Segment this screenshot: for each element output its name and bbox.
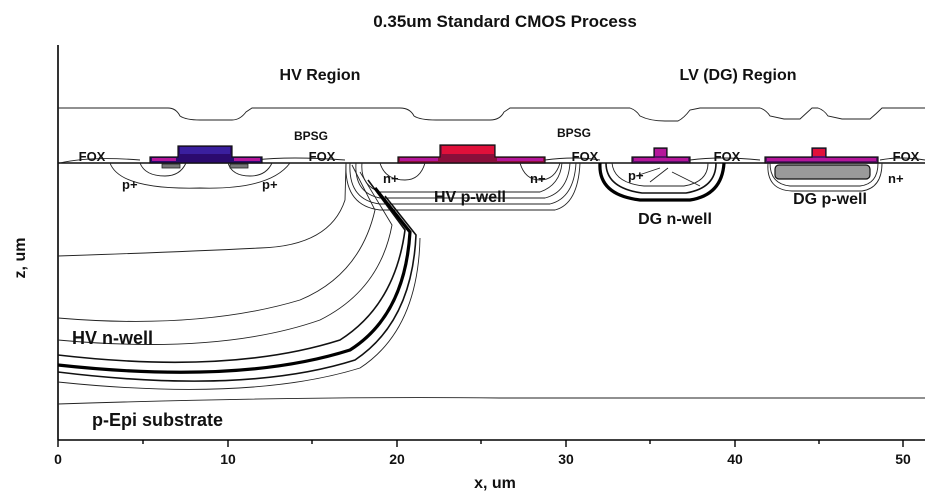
bpsg-label: BPSG — [294, 129, 328, 143]
epi-substrate-boundary — [57, 397, 925, 405]
hv-p-well-contours — [345, 162, 581, 211]
pplus-label: p+ — [122, 177, 138, 192]
x-tick-label: 40 — [727, 451, 743, 467]
dg-p-well-label: DG p-well — [793, 191, 867, 208]
nplus-label: n+ — [888, 171, 904, 186]
fox-label: FOX — [572, 149, 599, 164]
fox-label: FOX — [79, 149, 106, 164]
fox-label: FOX — [893, 149, 920, 164]
dg-n-well-contours — [598, 162, 726, 202]
dg-n-well-label: DG n-well — [638, 211, 712, 228]
hv-pmos-gate — [149, 145, 263, 169]
pplus-label: p+ — [628, 168, 644, 183]
x-axis-ticks — [57, 440, 904, 447]
x-tick-label: 30 — [558, 451, 574, 467]
x-tick-label: 50 — [895, 451, 911, 467]
hv-nmos-gate — [397, 144, 546, 164]
dg-p-well-contours — [767, 162, 883, 192]
dg-nmos-gate — [764, 147, 879, 164]
nplus-label: n+ — [383, 171, 399, 186]
figure-title: 0.35um Standard CMOS Process — [373, 12, 637, 31]
lv-region-label: LV (DG) Region — [679, 67, 796, 84]
fox-label: FOX — [309, 149, 336, 164]
nplus-label: n+ — [530, 171, 546, 186]
x-tick-label: 0 — [54, 451, 62, 467]
x-tick-label: 20 — [389, 451, 405, 467]
dg-pmos-gate — [631, 147, 691, 164]
x-axis-label: x, um — [474, 475, 516, 492]
y-axis-label: z, um — [12, 238, 29, 279]
hv-n-well-contours — [57, 162, 421, 390]
field-oxide — [59, 157, 926, 164]
bpsg-top-surface — [58, 107, 925, 122]
pplus-label: p+ — [262, 177, 278, 192]
substrate-label: p-Epi substrate — [92, 410, 223, 430]
x-tick-label: 10 — [220, 451, 236, 467]
bpsg-label: BPSG — [557, 126, 591, 140]
fox-label: FOX — [714, 149, 741, 164]
hv-n-well-label: HV n-well — [72, 328, 153, 348]
hv-p-well-label: HV p-well — [434, 189, 506, 206]
hv-pmos-junctions — [109, 162, 291, 189]
hv-region-label: HV Region — [280, 67, 361, 84]
